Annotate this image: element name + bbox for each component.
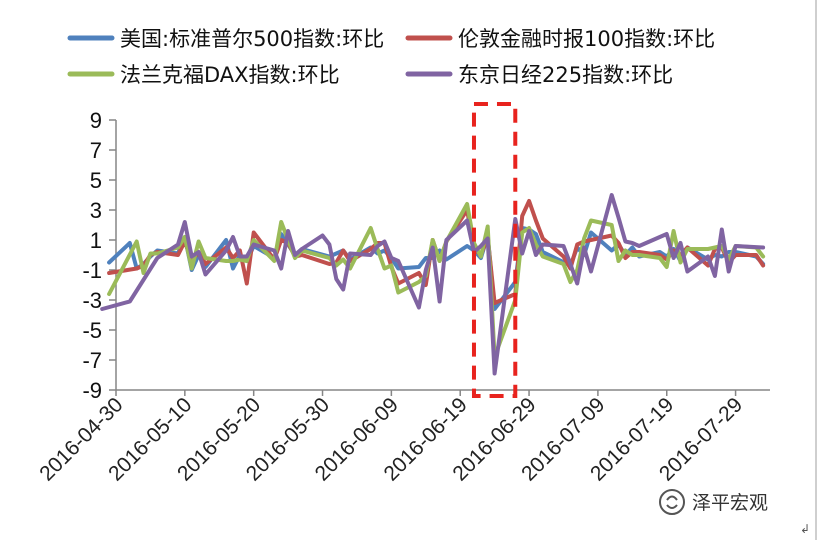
- highlight-box: [471, 102, 518, 398]
- y-tick-label: -1: [82, 258, 102, 283]
- legend-item-0: 美国:标准普尔500指数:环比: [67, 27, 384, 51]
- axes: 97531-1-3-5-7-92016-04-302016-05-102016-…: [35, 108, 770, 485]
- series-line-3: [100, 193, 766, 376]
- y-tick-label: 5: [90, 168, 102, 193]
- wechat-icon: [659, 489, 685, 515]
- y-tick-label: 3: [90, 198, 102, 223]
- plot-area: 97531-1-3-5-7-92016-04-302016-05-102016-…: [35, 102, 770, 485]
- legend-item-2: 法兰克福DAX指数:环比: [67, 63, 340, 87]
- y-tick-label: -7: [82, 348, 102, 373]
- y-tick-label: 9: [90, 108, 102, 133]
- legend: 美国:标准普尔500指数:环比 伦敦金融时报100指数:环比法兰克福DAX指数:环…: [67, 27, 715, 87]
- series-line-2: [107, 202, 766, 359]
- y-tick-label: 7: [90, 138, 102, 163]
- watermark-text: 泽平宏观: [692, 492, 768, 514]
- legend-label: 东京日经225指数:环比: [458, 63, 673, 87]
- y-tick-label: 1: [90, 228, 102, 253]
- y-tick-label: -5: [82, 318, 102, 343]
- legend-label: 伦敦金融时报100指数:环比: [458, 27, 715, 51]
- legend-item-3: 东京日经225指数:环比: [405, 63, 673, 87]
- legend-label: 法兰克福DAX指数:环比: [120, 63, 340, 87]
- series-layer: [100, 193, 766, 376]
- legend-item-1: 伦敦金融时报100指数:环比: [405, 27, 715, 51]
- legend-label: 美国:标准普尔500指数:环比: [120, 27, 384, 51]
- return-mark: ↲: [800, 522, 810, 536]
- y-tick-label: -3: [82, 288, 102, 313]
- y-tick-label: -9: [82, 378, 102, 403]
- watermark: 泽平宏观: [659, 489, 768, 515]
- page-border: [815, 0, 817, 540]
